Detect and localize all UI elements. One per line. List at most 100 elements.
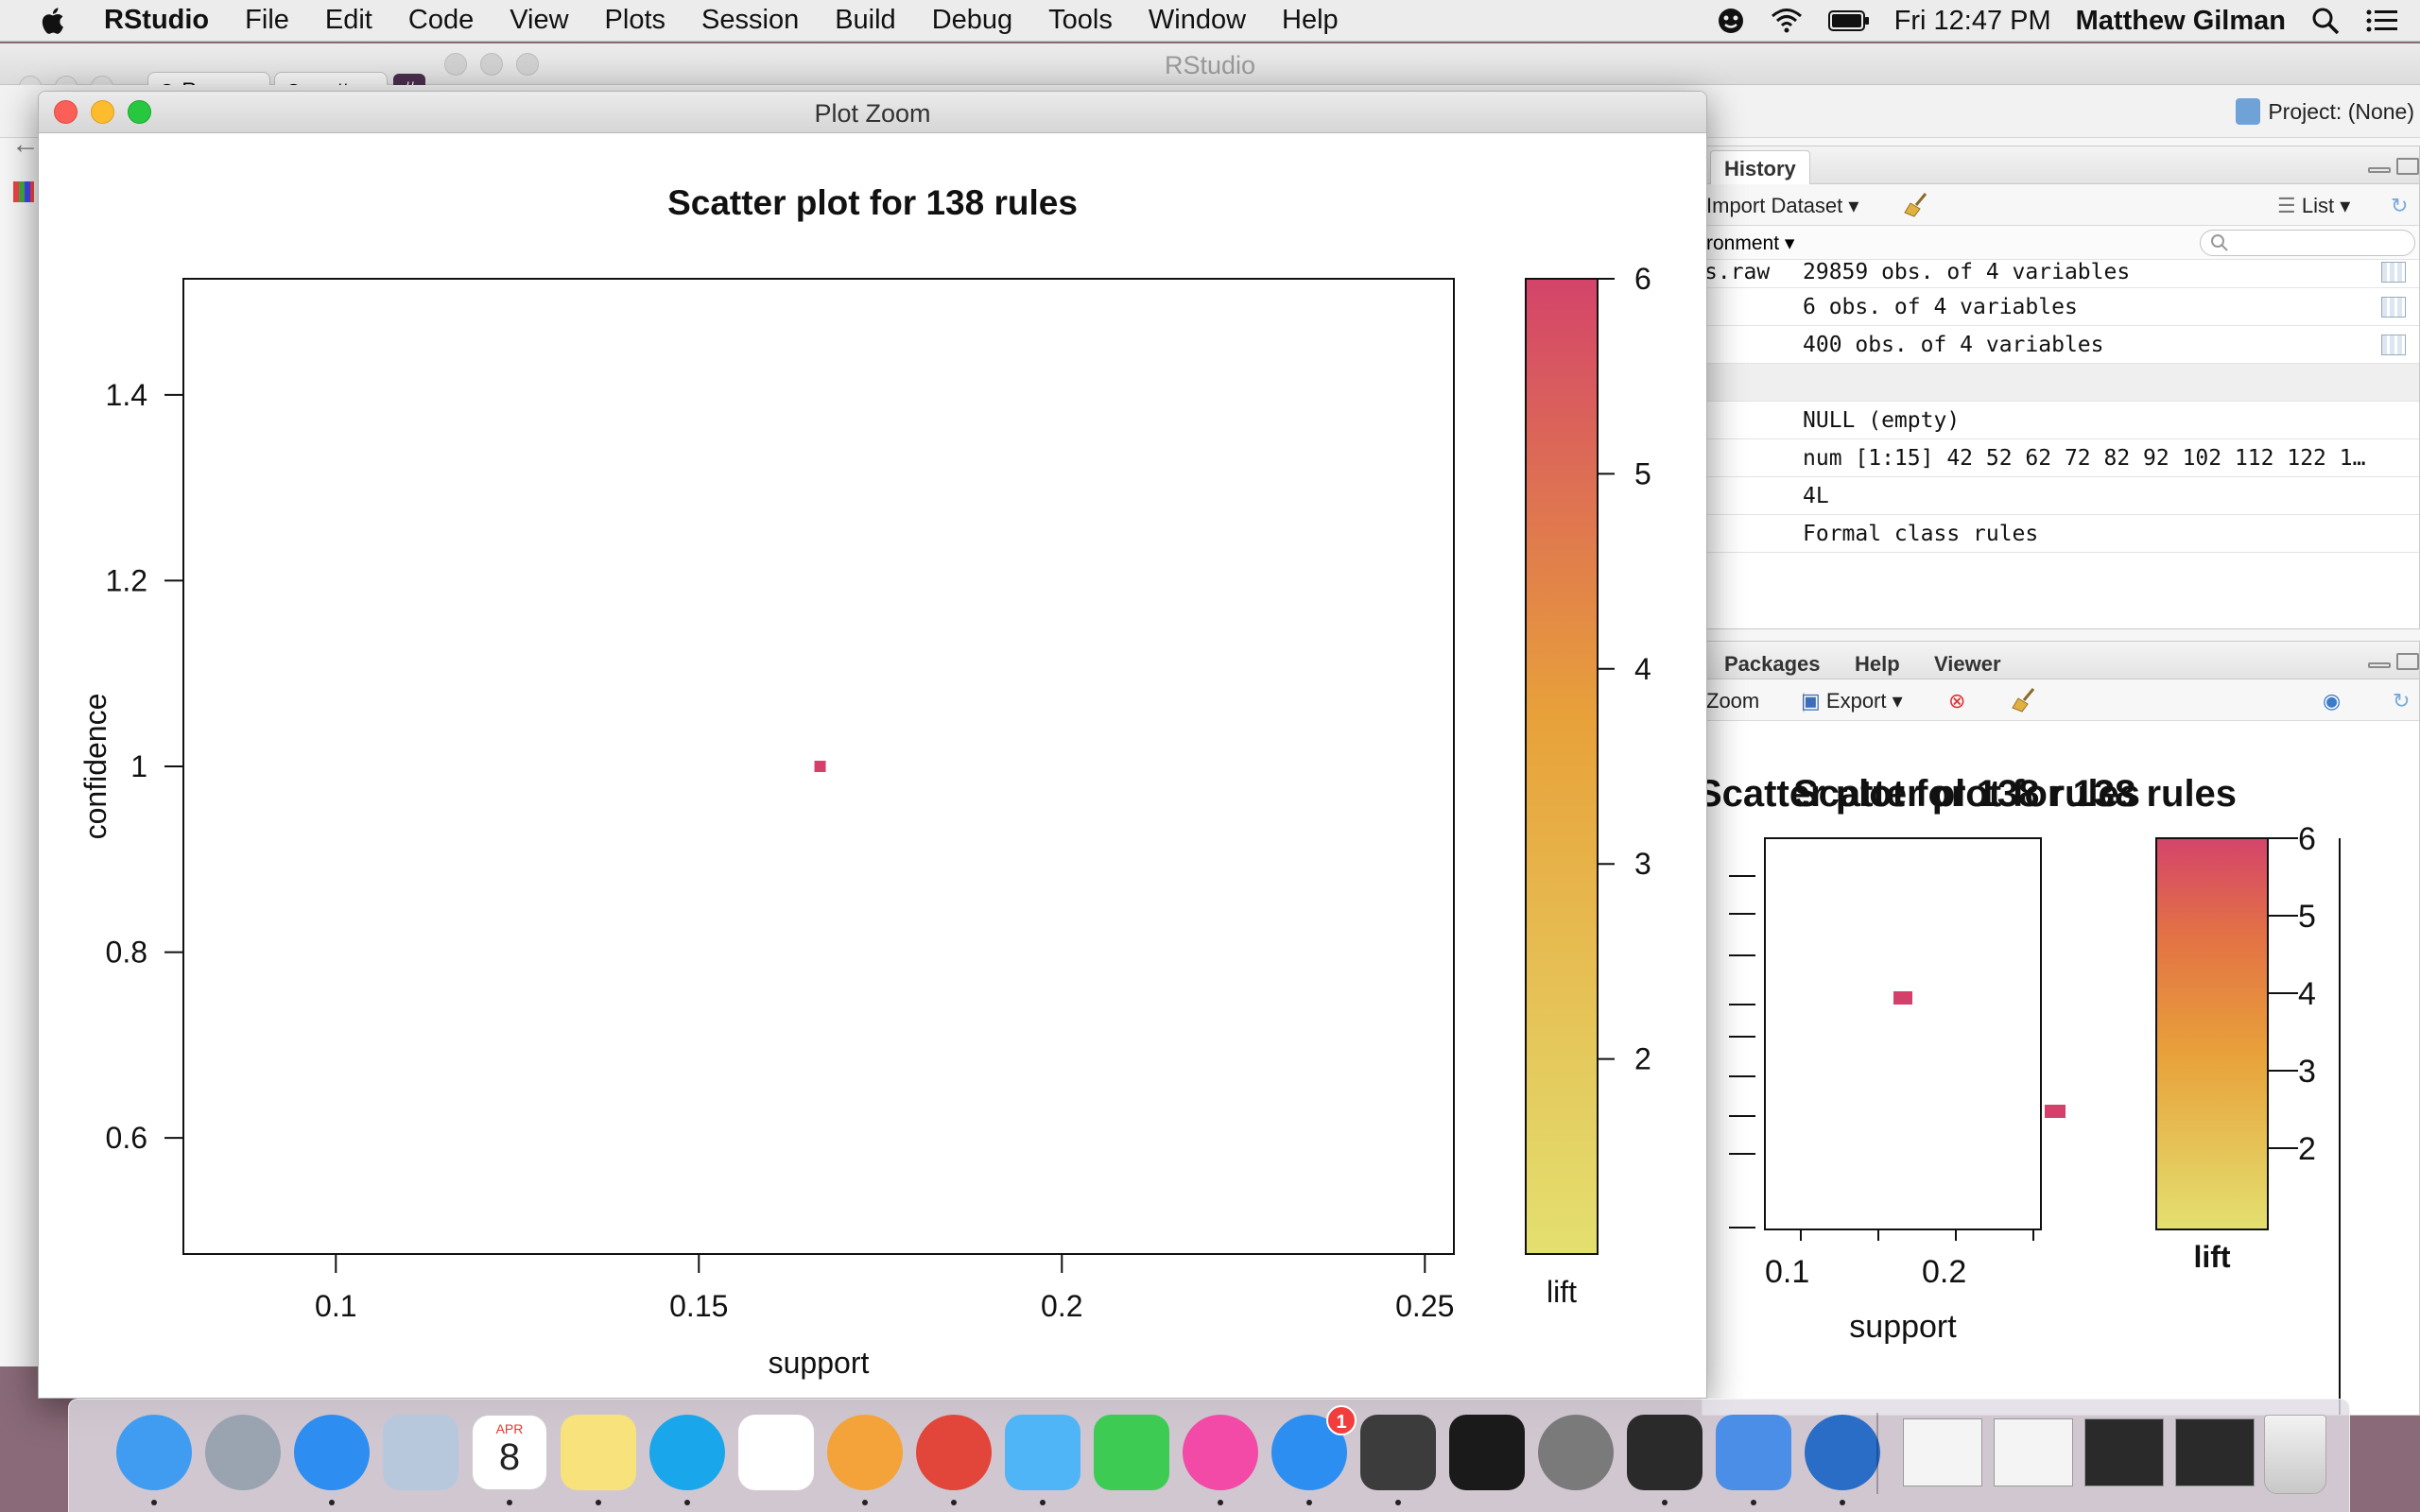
rstudio-minimize-button[interactable] <box>480 53 503 76</box>
project-icon <box>2236 98 2261 125</box>
menu-build[interactable]: Build <box>835 5 896 35</box>
broom-clear-all-icon[interactable] <box>2011 685 2039 713</box>
mini-plot-point <box>1893 991 1912 1005</box>
running-indicator <box>1218 1500 1223 1505</box>
running-indicator <box>1306 1500 1312 1505</box>
mini-colorbar-tick-label: 2 <box>2298 1131 2316 1167</box>
window-thumbnail-1[interactable] <box>1903 1418 1982 1486</box>
spotlight-search-icon[interactable] <box>2310 6 2341 36</box>
menu-debug[interactable]: Debug <box>931 5 1013 35</box>
apps-grid-icon[interactable] <box>13 181 34 202</box>
notification-center-icon[interactable] <box>2365 6 2399 36</box>
project-menu[interactable]: Project: (None) <box>2236 98 2414 125</box>
system-preferences-icon[interactable] <box>1538 1415 1614 1490</box>
mini-colorbar-tick-label: 3 <box>2298 1054 2316 1090</box>
plot-zoom-title: Plot Zoom <box>814 99 931 128</box>
menu-tools[interactable]: Tools <box>1048 5 1113 35</box>
env-row[interactable]: num [1:15] 42 52 62 72 82 92 102 112 122… <box>1703 439 2419 477</box>
itunes-icon[interactable] <box>1183 1415 1258 1490</box>
facetime-icon[interactable] <box>1094 1415 1169 1490</box>
keynote-icon[interactable] <box>1716 1415 1791 1490</box>
reminders-icon[interactable] <box>738 1415 814 1490</box>
env-row[interactable]: 4L <box>1703 477 2419 515</box>
window-zoom-button[interactable] <box>128 100 151 124</box>
import-dataset-button[interactable]: Import Dataset ▾ <box>1706 194 1859 217</box>
env-row[interactable]: 400 obs. of 4 variables <box>1703 326 2419 364</box>
menu-help[interactable]: Help <box>1282 5 1339 35</box>
messages-icon[interactable] <box>1005 1415 1080 1490</box>
tab-history[interactable]: History <box>1710 150 1810 184</box>
window-minimize-button[interactable] <box>91 100 114 124</box>
broom-clear-icon[interactable] <box>1903 190 1931 218</box>
env-row-value: 400 obs. of 4 variables <box>1803 333 2104 357</box>
maximize-pane-icon[interactable] <box>2396 653 2419 670</box>
view-data-grid-icon[interactable] <box>2381 335 2406 355</box>
view-data-grid-icon[interactable] <box>2381 262 2406 283</box>
env-row[interactable]: 6 obs. of 4 variables <box>1703 288 2419 326</box>
tab-viewer[interactable]: Viewer <box>1934 652 2001 676</box>
list-view-dropdown[interactable]: ☰ List ▾ <box>2277 194 2351 217</box>
refresh-icon[interactable]: ↻ <box>2391 194 2409 217</box>
window-close-button[interactable] <box>54 100 78 124</box>
menu-file[interactable]: File <box>245 5 289 35</box>
menubar-user[interactable]: Matthew Gilman <box>2075 5 2286 36</box>
wifi-icon[interactable] <box>1770 7 1804 35</box>
running-indicator <box>1751 1500 1756 1505</box>
menu-session[interactable]: Session <box>701 5 800 35</box>
x-tick-label: 0.15 <box>669 1289 728 1323</box>
calendar-month: APR <box>495 1421 524 1436</box>
calendar-icon[interactable]: APR 8 <box>472 1415 547 1490</box>
rstudio-zoom-button[interactable] <box>516 53 539 76</box>
y-tick-label: 1.4 <box>106 378 147 412</box>
menu-app-rstudio[interactable]: RStudio <box>104 5 210 35</box>
window-thumbnail-2[interactable] <box>1994 1418 2073 1486</box>
battery-icon[interactable] <box>1827 9 1870 33</box>
notes-icon[interactable] <box>561 1415 636 1490</box>
safari-icon[interactable] <box>294 1415 370 1490</box>
menu-view[interactable]: View <box>510 5 569 35</box>
finder-icon[interactable] <box>116 1415 192 1490</box>
menu-window[interactable]: Window <box>1148 5 1247 35</box>
environment-search-input[interactable] <box>2200 230 2415 256</box>
environment-dropdown[interactable]: ronment ▾ <box>1706 232 1795 254</box>
colorbar-tick-label: 6 <box>1634 262 1651 296</box>
export-dropdown[interactable]: ▣ Export ▾ <box>1801 689 1903 713</box>
view-data-grid-icon[interactable] <box>2381 297 2406 318</box>
environment-pane: History Import Dataset ▾ ☰ List ▾ ↻ ronm… <box>1702 146 2420 629</box>
running-indicator <box>151 1500 157 1505</box>
window-thumbnail-3[interactable] <box>2084 1418 2164 1486</box>
trash-icon[interactable] <box>2264 1415 2326 1494</box>
env-row[interactable]: NULL (empty) <box>1703 402 2419 439</box>
env-row[interactable]: s.raw 29859 obs. of 4 variables <box>1703 260 2419 288</box>
rstudio-close-button[interactable] <box>444 53 467 76</box>
publish-icon[interactable]: ◉ <box>2323 689 2342 713</box>
search-icon <box>2211 234 2228 251</box>
sublime-text-icon[interactable] <box>1360 1415 1436 1490</box>
mail-eagle-icon[interactable] <box>383 1415 458 1490</box>
theater-masks-icon[interactable] <box>1717 7 1745 35</box>
minimize-pane-icon[interactable] <box>2368 167 2391 173</box>
menu-edit[interactable]: Edit <box>324 5 372 35</box>
apple-logo-icon[interactable] <box>38 5 70 37</box>
chrome-icon[interactable] <box>916 1415 992 1490</box>
list-lines-icon: ☰ <box>2277 194 2302 217</box>
tab-packages[interactable]: Packages <box>1724 652 1821 676</box>
env-row[interactable]: Formal class rules <box>1703 515 2419 553</box>
photos-icon[interactable] <box>827 1415 903 1490</box>
activity-monitor-icon[interactable] <box>1627 1415 1703 1490</box>
terminal-icon[interactable] <box>1449 1415 1525 1490</box>
remove-plot-icon[interactable]: ⊗ <box>1948 689 1966 713</box>
launchpad-icon[interactable] <box>205 1415 281 1490</box>
skype-icon[interactable] <box>649 1415 725 1490</box>
tab-help[interactable]: Help <box>1855 652 1900 676</box>
scatter-point[interactable] <box>814 761 826 772</box>
refresh-icon[interactable]: ↻ <box>2393 689 2411 713</box>
r-icon[interactable] <box>1805 1415 1880 1490</box>
plot-zoom-button[interactable]: Zoom <box>1706 689 1760 713</box>
window-thumbnail-4[interactable] <box>2175 1418 2255 1486</box>
menu-code[interactable]: Code <box>407 5 475 35</box>
maximize-pane-icon[interactable] <box>2396 158 2419 175</box>
menu-plots[interactable]: Plots <box>604 5 666 35</box>
minimize-pane-icon[interactable] <box>2368 662 2391 668</box>
menubar-clock[interactable]: Fri 12:47 PM <box>1893 5 2051 36</box>
